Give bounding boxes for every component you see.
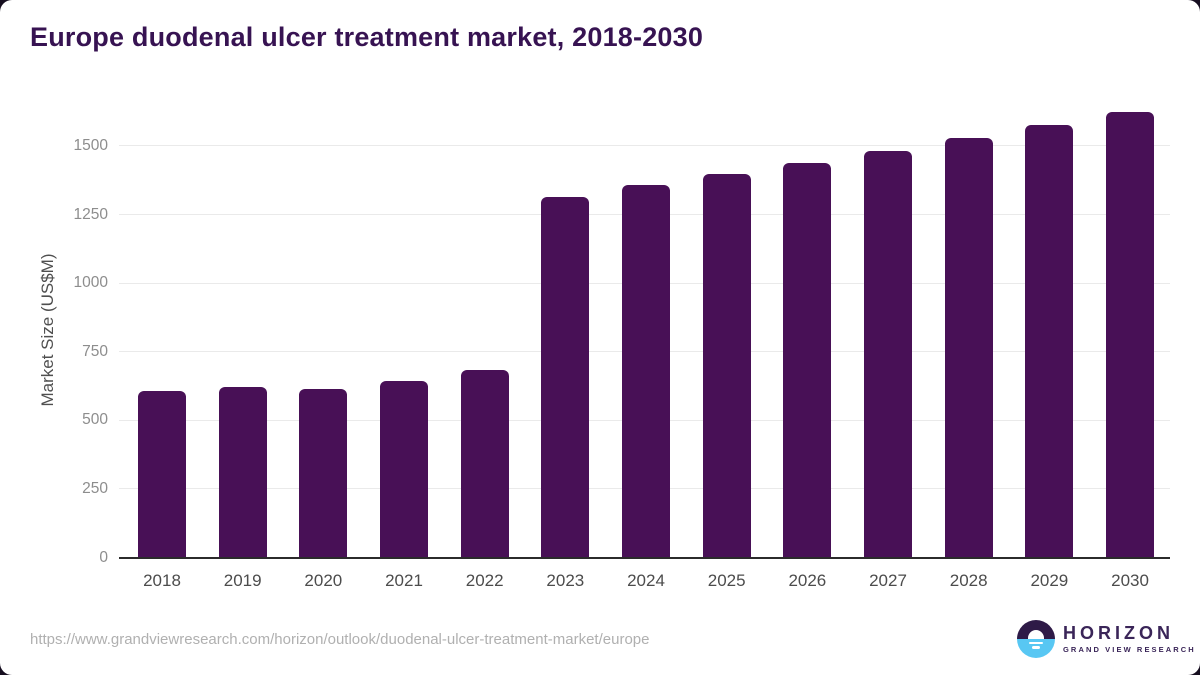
bar-2030 [1106,112,1155,558]
x-tick-label-2019: 2019 [223,571,262,590]
x-tick-label-2024: 2024 [627,571,665,590]
x-tick-label-2020: 2020 [304,571,343,590]
bar-2025 [702,173,751,558]
x-tick-label-2022: 2022 [465,571,504,590]
x-tick-label-2026: 2026 [788,571,827,590]
y-tick-label-1500: 1500 [73,136,108,154]
x-tick-label-2018: 2018 [143,571,181,590]
logo-text-block: HORIZON GRAND VIEW RESEARCH [1063,623,1196,655]
horizon-line-shape [1029,641,1043,644]
x-tick-label-2028: 2028 [949,571,988,590]
y-tick-label-500: 500 [82,411,108,429]
y-tick-label-1000: 1000 [73,274,108,292]
chart-title: Europe duodenal ulcer treatment market, … [30,22,704,52]
x-tick-label-2027: 2027 [869,571,907,590]
bar-2021 [380,380,428,558]
bar-2022 [460,369,509,558]
y-tick-label-0: 0 [99,548,108,566]
bar-2023 [541,197,590,558]
horizon-line-shape [1032,646,1040,649]
bar-2029 [1025,125,1074,558]
y-tick-label-750: 750 [82,342,108,360]
y-tick-label-250: 250 [82,479,108,497]
x-axis-line [119,556,1170,559]
x-tick-label-2030: 2030 [1111,571,1149,590]
horizon-logo: HORIZON GRAND VIEW RESEARCH [1017,620,1196,658]
bar-2028 [944,138,993,558]
x-tick-label-2023: 2023 [546,571,585,590]
bar-2018 [138,391,186,558]
gridline-1500 [119,145,1170,147]
x-tick-label-2021: 2021 [385,571,423,590]
y-tick-label-1250: 1250 [73,205,108,223]
horizon-sunrise-icon [1017,620,1055,658]
bar-2026 [783,162,832,558]
bar-2019 [218,387,267,558]
sun-dome-shape [1028,630,1044,639]
x-tick-label-2029: 2029 [1030,571,1069,590]
logo-brand-name: HORIZON [1063,623,1174,643]
bar-2027 [864,150,913,558]
bar-2024 [622,185,671,558]
bar-2020 [299,388,348,558]
x-tick-label-2025: 2025 [707,571,746,590]
source-url: https://www.grandviewresearch.com/horizo… [30,631,650,648]
logo-subtitle: GRAND VIEW RESEARCH [1063,645,1196,654]
